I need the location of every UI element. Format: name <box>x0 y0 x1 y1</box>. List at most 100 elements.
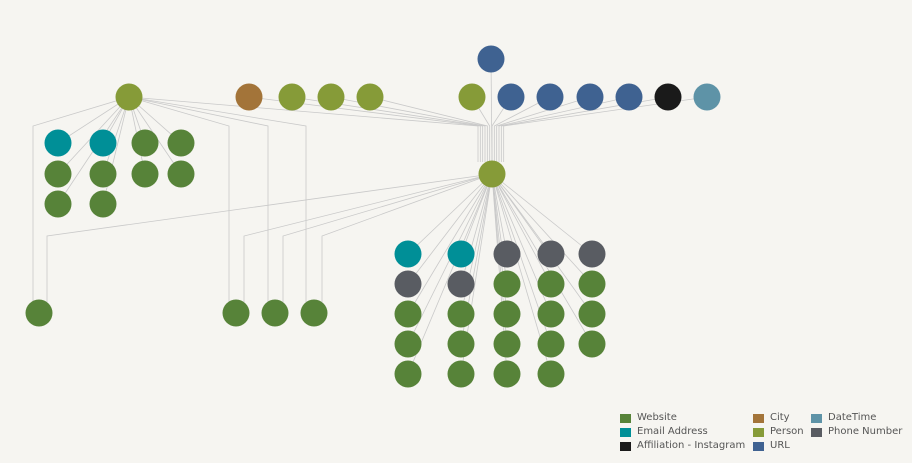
website-node[interactable] <box>447 300 475 328</box>
edge <box>491 173 508 285</box>
edge <box>493 96 551 162</box>
legend-item-city: City <box>753 411 811 425</box>
legend-label: Website <box>637 412 677 423</box>
website-node[interactable] <box>578 300 606 328</box>
website-node[interactable] <box>131 160 159 188</box>
url-node[interactable] <box>536 83 564 111</box>
legend-label: City <box>770 412 790 423</box>
edge <box>46 173 493 313</box>
legend-swatch-email <box>620 427 631 437</box>
phone-node[interactable] <box>493 240 521 268</box>
legend-item-person: Person <box>753 425 811 439</box>
legend-label: Email Address <box>637 426 708 437</box>
affiliation-node[interactable] <box>654 83 682 111</box>
website-node[interactable] <box>222 299 250 327</box>
email-node[interactable] <box>447 240 475 268</box>
website-node[interactable] <box>167 129 195 157</box>
edge <box>407 173 493 375</box>
edge <box>503 96 708 162</box>
edge <box>491 173 508 255</box>
edge <box>490 58 493 163</box>
legend-label: Person <box>770 426 804 437</box>
edge <box>128 96 269 313</box>
url-node[interactable] <box>477 45 505 73</box>
edge <box>500 96 669 162</box>
website-node[interactable] <box>493 330 521 358</box>
website-node[interactable] <box>493 300 521 328</box>
website-node[interactable] <box>537 330 565 358</box>
person-node[interactable] <box>458 83 486 111</box>
legend-swatch-affiliation <box>620 441 631 451</box>
person-node[interactable] <box>356 83 384 111</box>
website-node[interactable] <box>131 129 159 157</box>
edge <box>369 96 488 162</box>
legend-item-website: Website <box>620 411 753 425</box>
website-node[interactable] <box>44 160 72 188</box>
city-node[interactable] <box>235 83 263 111</box>
website-node[interactable] <box>537 300 565 328</box>
website-node[interactable] <box>261 299 289 327</box>
person-node[interactable] <box>278 83 306 111</box>
legend-swatch-phone <box>811 427 822 437</box>
legend-item-datetime: DateTime <box>811 411 902 425</box>
person-node[interactable] <box>317 83 345 111</box>
legend-label: DateTime <box>828 412 877 423</box>
website-node[interactable] <box>537 270 565 298</box>
website-node[interactable] <box>300 299 328 327</box>
email-node[interactable] <box>89 129 117 157</box>
edge <box>102 96 130 175</box>
website-node[interactable] <box>578 270 606 298</box>
website-node[interactable] <box>89 190 117 218</box>
edge <box>407 173 493 285</box>
url-node[interactable] <box>576 83 604 111</box>
person-node[interactable] <box>115 83 143 111</box>
legend-swatch-website <box>620 413 631 423</box>
website-node[interactable] <box>578 330 606 358</box>
edge <box>460 173 493 285</box>
edge <box>321 173 493 313</box>
website-node[interactable] <box>44 190 72 218</box>
website-node[interactable] <box>89 160 117 188</box>
edge <box>291 96 484 162</box>
website-node[interactable] <box>394 330 422 358</box>
website-node[interactable] <box>493 360 521 388</box>
person-node-central-hub[interactable] <box>478 160 506 188</box>
phone-node[interactable] <box>578 240 606 268</box>
website-node[interactable] <box>25 299 53 327</box>
website-node[interactable] <box>447 330 475 358</box>
phone-node[interactable] <box>394 270 422 298</box>
edge <box>491 173 593 255</box>
legend-item-affiliation: Affiliation - Instagram <box>620 439 753 453</box>
legend-item-email: Email Address <box>620 425 753 439</box>
website-node[interactable] <box>447 360 475 388</box>
url-node[interactable] <box>615 83 643 111</box>
website-node[interactable] <box>493 270 521 298</box>
edge <box>407 173 493 315</box>
legend-label: Phone Number <box>828 426 903 437</box>
edge <box>491 173 593 285</box>
phone-node[interactable] <box>447 270 475 298</box>
legend-item-url: URL <box>753 439 811 453</box>
legend-item-phone: Phone Number <box>811 425 902 439</box>
edge <box>57 96 130 144</box>
edge <box>128 96 230 313</box>
email-node[interactable] <box>44 129 72 157</box>
website-node[interactable] <box>394 300 422 328</box>
edge <box>330 96 486 162</box>
edge <box>128 96 307 313</box>
website-node[interactable] <box>394 360 422 388</box>
legend: Website Email Address Affiliation - Inst… <box>620 411 902 453</box>
legend-swatch-person <box>753 427 764 437</box>
website-node[interactable] <box>537 360 565 388</box>
website-node[interactable] <box>167 160 195 188</box>
edge <box>460 173 493 255</box>
legend-swatch-url <box>753 441 764 451</box>
datetime-node[interactable] <box>693 83 721 111</box>
email-node[interactable] <box>394 240 422 268</box>
phone-node[interactable] <box>537 240 565 268</box>
url-node[interactable] <box>497 83 525 111</box>
legend-swatch-datetime <box>811 413 822 423</box>
edge <box>243 173 493 313</box>
